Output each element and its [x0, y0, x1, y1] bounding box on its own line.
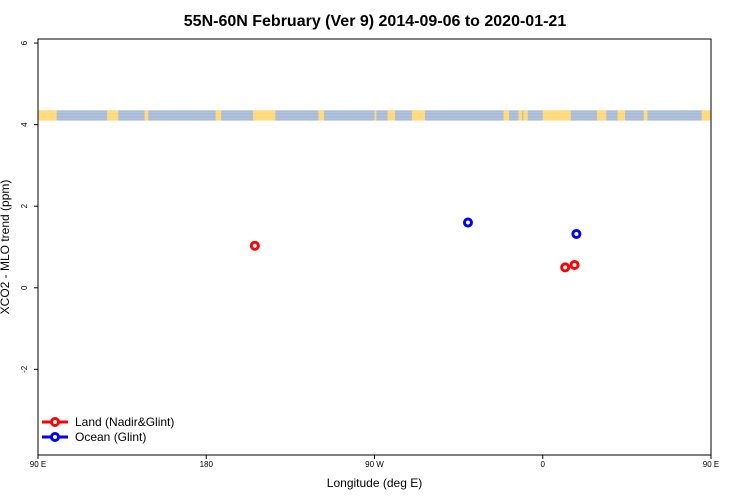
legend-ocean-label: Ocean (Glint) [75, 430, 146, 444]
y-tick-label: 0 [20, 285, 29, 290]
y-tick-label: 6 [20, 40, 29, 45]
legend: Land (Nadir&Glint) Ocean (Glint) [42, 415, 174, 444]
y-tick-label: -2 [20, 365, 29, 373]
legend-ocean-marker [50, 432, 60, 442]
x-tick-label: 180 [200, 460, 214, 469]
land-point [569, 259, 580, 270]
map-band-ocean [681, 110, 702, 121]
x-axis: 90 E 180 90 W 0 90 E [30, 455, 719, 469]
map-band-ocean [376, 110, 388, 121]
map-band-ocean [56, 110, 108, 121]
map-band-ocean [424, 110, 504, 121]
chart-title: 55N-60N February (Ver 9) 2014-09-06 to 2… [184, 13, 567, 30]
legend-land-label: Land (Nadir&Glint) [75, 415, 174, 429]
map-band-ocean [570, 110, 597, 121]
map-band-ocean [527, 110, 543, 121]
x-tick-label: 90 E [703, 460, 719, 469]
map-band-ocean [118, 110, 145, 121]
y-axis: -2 0 2 4 6 [20, 40, 38, 373]
x-tick-label: 0 [541, 460, 546, 469]
y-tick-label: 4 [20, 122, 29, 127]
x-tick-label: 90 E [30, 460, 46, 469]
map-band-ocean [647, 110, 683, 121]
plot-frame [37, 38, 712, 456]
y-tick-label: 2 [20, 203, 29, 208]
map-band-ocean [395, 110, 412, 121]
map-band-ocean [516, 110, 519, 121]
y-axis-label: XCO2 - MLO trend (ppm) [0, 180, 12, 315]
map-band [38, 110, 711, 121]
x-tick-label: 90 W [365, 460, 384, 469]
map-band-ocean [221, 110, 253, 121]
map-band-ocean [625, 110, 644, 121]
ocean-point [462, 217, 473, 228]
ocean-point [571, 228, 582, 239]
map-band-ocean [324, 110, 375, 121]
map-band-ocean [509, 110, 517, 121]
land-point [560, 262, 571, 273]
map-band-ocean [606, 110, 618, 121]
map-band-ocean [148, 110, 216, 121]
map-band-ocean [522, 110, 524, 121]
legend-land-marker [50, 417, 60, 427]
x-axis-label: Longitude (deg E) [327, 476, 422, 490]
map-band-ocean [275, 110, 319, 121]
data-points [249, 217, 582, 273]
land-point [249, 240, 260, 251]
